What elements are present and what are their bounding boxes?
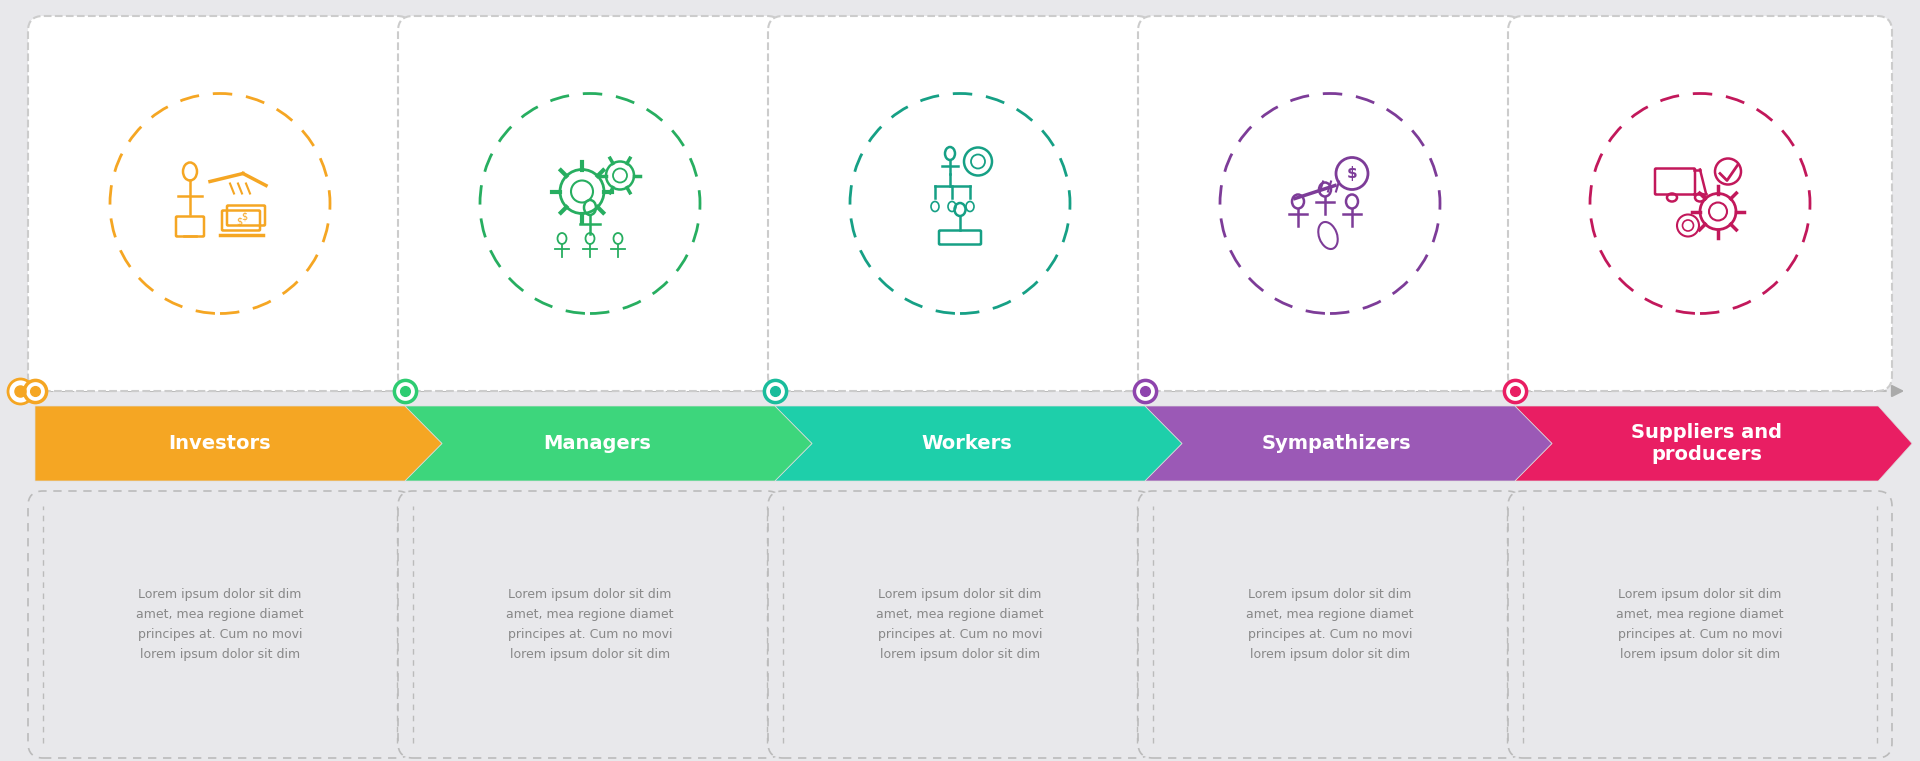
Text: Suppliers and
producers: Suppliers and producers [1632, 423, 1782, 464]
Text: $: $ [1346, 166, 1357, 181]
Polygon shape [1144, 406, 1551, 481]
FancyBboxPatch shape [397, 16, 781, 391]
FancyBboxPatch shape [1507, 16, 1891, 391]
FancyBboxPatch shape [768, 16, 1152, 391]
Polygon shape [1515, 406, 1912, 481]
Text: Workers: Workers [922, 434, 1012, 453]
Text: Lorem ipsum dolor sit dim
amet, mea regione diamet
principes at. Cum no movi
lor: Lorem ipsum dolor sit dim amet, mea regi… [136, 588, 303, 661]
Text: Lorem ipsum dolor sit dim
amet, mea regione diamet
principes at. Cum no movi
lor: Lorem ipsum dolor sit dim amet, mea regi… [1617, 588, 1784, 661]
Polygon shape [776, 406, 1183, 481]
FancyBboxPatch shape [29, 16, 413, 391]
Polygon shape [405, 406, 812, 481]
Text: Lorem ipsum dolor sit dim
amet, mea regione diamet
principes at. Cum no movi
lor: Lorem ipsum dolor sit dim amet, mea regi… [1246, 588, 1413, 661]
Text: $: $ [236, 216, 242, 227]
FancyBboxPatch shape [29, 491, 413, 758]
Polygon shape [35, 406, 442, 481]
FancyBboxPatch shape [397, 491, 781, 758]
FancyBboxPatch shape [1139, 16, 1523, 391]
Text: Lorem ipsum dolor sit dim
amet, mea regione diamet
principes at. Cum no movi
lor: Lorem ipsum dolor sit dim amet, mea regi… [876, 588, 1044, 661]
Text: Investors: Investors [169, 434, 271, 453]
FancyBboxPatch shape [1139, 491, 1523, 758]
Text: Managers: Managers [543, 434, 651, 453]
FancyBboxPatch shape [1507, 491, 1891, 758]
Text: $: $ [240, 212, 248, 221]
FancyBboxPatch shape [768, 491, 1152, 758]
Text: Lorem ipsum dolor sit dim
amet, mea regione diamet
principes at. Cum no movi
lor: Lorem ipsum dolor sit dim amet, mea regi… [507, 588, 674, 661]
Text: Sympathizers: Sympathizers [1261, 434, 1411, 453]
